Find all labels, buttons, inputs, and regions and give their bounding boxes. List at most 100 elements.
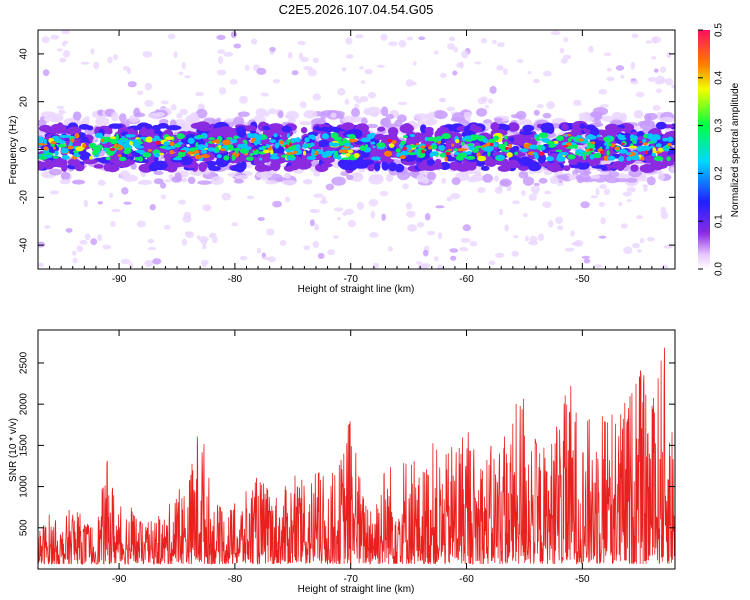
heatmap-cell: [380, 33, 388, 41]
heatmap-cell: [618, 155, 625, 162]
heatmap-cell: [286, 151, 294, 156]
heatmap-cell: [350, 173, 362, 178]
heatmap-cell: [195, 91, 204, 97]
heatmap-cell: [384, 150, 393, 157]
heatmap-cell: [497, 165, 511, 172]
heatmap-cell: [493, 175, 500, 182]
heatmap-cell: [56, 48, 63, 52]
heatmap-cell: [498, 143, 506, 150]
heatmap-cell: [268, 108, 277, 115]
heatmap-cell: [252, 115, 266, 124]
heatmap-cell: [459, 246, 469, 252]
heatmap-cell: [89, 155, 93, 160]
colorbar-tick-label: 0.0: [714, 262, 725, 276]
heatmap-cell: [312, 93, 321, 101]
heatmap-cell: [61, 30, 71, 35]
heatmap-cell: [311, 136, 316, 140]
heatmap-cell: [67, 158, 81, 167]
heatmap-hotspot: [82, 143, 87, 148]
heatmap-cell: [160, 194, 166, 200]
heatmap-cell: [105, 156, 111, 161]
heatmap-cell: [97, 179, 106, 186]
heatmap-cell: [518, 171, 529, 179]
heatmap-cell: [163, 225, 171, 230]
heatmap-cell: [330, 112, 337, 118]
heatmap-cell: [514, 151, 519, 156]
heatmap-cell: [144, 82, 153, 91]
heatmap-cell: [640, 145, 651, 152]
heatmap-cell: [272, 200, 283, 208]
heatmap-cell: [571, 128, 580, 135]
heatmap-cell: [567, 138, 572, 142]
heatmap-cell: [233, 116, 245, 126]
heatmap-cell: [598, 235, 607, 239]
heatmap-cell: [110, 220, 116, 227]
heatmap-cell: [216, 69, 227, 76]
heatmap-cell: [643, 119, 651, 126]
heatmap-cell: [533, 109, 540, 116]
heatmap-cell: [353, 153, 360, 158]
heatmap-hotspot: [43, 146, 49, 151]
heatmap-cell: [458, 152, 467, 159]
heatmap-cell: [527, 159, 534, 165]
heatmap-cell: [207, 162, 216, 171]
heatmap-cell: [145, 123, 153, 130]
heatmap-cell: [207, 147, 216, 152]
heatmap-cell: [532, 152, 538, 156]
heatmap-cell: [653, 156, 664, 162]
heatmap-cell: [345, 37, 353, 45]
heatmap-cell: [444, 156, 448, 162]
heatmap-cell: [397, 170, 411, 181]
heatmap-cell: [202, 204, 212, 212]
heatmap-cell: [80, 61, 90, 65]
heatmap-hotspot: [589, 148, 593, 151]
heatmap-cell: [111, 112, 119, 122]
heatmap-hotspot: [415, 143, 420, 146]
heatmap-cell: [405, 140, 420, 146]
heatmap-cell: [560, 57, 568, 64]
heatmap-cell: [548, 162, 561, 173]
heatmap-cell: [292, 161, 309, 167]
heatmap-cell: [164, 146, 172, 151]
heatmap-cell: [123, 201, 132, 205]
heatmap-cell: [62, 40, 69, 45]
heatmap-cell: [513, 134, 526, 140]
heatmap-cell: [344, 208, 354, 215]
heatmap-cell: [606, 149, 610, 156]
heatmap-cell: [663, 244, 673, 249]
heatmap-cell: [309, 219, 315, 227]
heatmap-cell: [312, 57, 319, 64]
heatmap-cell: [617, 133, 622, 140]
heatmap-cell: [291, 138, 297, 143]
heatmap-cell: [620, 223, 628, 229]
colorbar-strip: [698, 30, 710, 269]
heatmap-cell: [181, 238, 188, 246]
snr-xtick-label: -60: [459, 574, 474, 585]
heatmap-cell: [488, 260, 496, 265]
heatmap-cell: [506, 185, 512, 192]
heatmap-cell: [97, 201, 104, 205]
snr-xtick-label: -50: [575, 574, 590, 585]
heatmap-cell: [611, 111, 623, 122]
heatmap-cell: [601, 115, 614, 122]
heatmap-cell: [179, 156, 193, 166]
heatmap-cell: [297, 40, 306, 46]
heatmap-cell: [303, 110, 318, 119]
heatmap-cell: [317, 149, 324, 155]
heatmap-hotspot: [284, 144, 289, 149]
heatmap-cell: [353, 95, 360, 101]
heatmap-cell: [450, 117, 466, 122]
heatmap-cell: [84, 233, 91, 241]
heatmap-cell: [235, 125, 247, 136]
heatmap-cell: [178, 199, 186, 205]
heatmap-cell: [585, 124, 596, 130]
heatmap-cell: [359, 145, 367, 152]
heatmap-hotspot: [667, 143, 672, 146]
heatmap-cell: [500, 180, 510, 186]
heatmap-cell: [331, 176, 346, 186]
heatmap-cell: [56, 144, 67, 148]
heatmap-cell: [337, 158, 351, 169]
heatmap-cell: [397, 101, 408, 106]
heatmap-cell: [273, 133, 278, 138]
heatmap-cell: [481, 96, 488, 103]
